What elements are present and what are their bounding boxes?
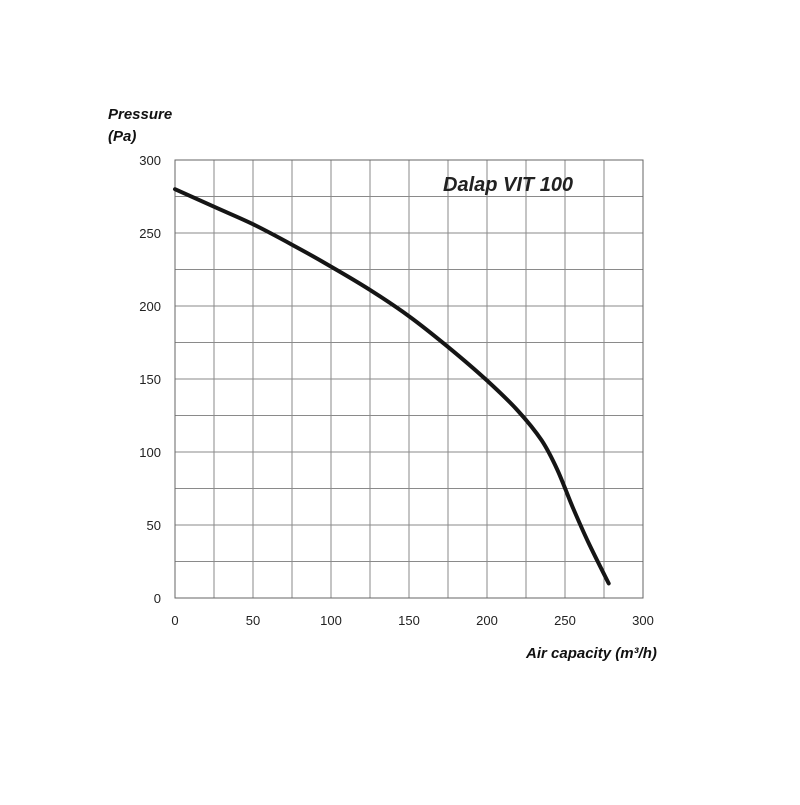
x-axis-title: Air capacity (m³/h): [525, 645, 657, 662]
y-tick-label: 200: [139, 299, 161, 314]
x-tick-labels: 0 50 100 150 200 250 300: [171, 613, 653, 628]
y-tick-label: 50: [147, 518, 161, 533]
x-tick-label: 250: [554, 613, 576, 628]
x-tick-label: 50: [246, 613, 260, 628]
y-tick-labels: 0 50 100 150 200 250 300: [139, 153, 161, 606]
y-axis-unit: (Pa): [108, 128, 136, 145]
y-tick-label: 0: [154, 591, 161, 606]
y-tick-label: 100: [139, 445, 161, 460]
plot-frame: [174, 159, 644, 599]
chart-title: Dalap VIT 100: [443, 174, 573, 196]
x-tick-label: 0: [171, 613, 178, 628]
x-tick-label: 100: [320, 613, 342, 628]
y-axis-title: Pressure: [108, 106, 172, 123]
y-tick-label: 250: [139, 226, 161, 241]
y-tick-label: 150: [139, 372, 161, 387]
x-tick-label: 200: [476, 613, 498, 628]
x-tick-label: 150: [398, 613, 420, 628]
y-tick-label: 300: [139, 153, 161, 168]
grid: [174, 159, 644, 599]
x-tick-label: 300: [632, 613, 654, 628]
pressure-curve-line: [173, 187, 611, 586]
